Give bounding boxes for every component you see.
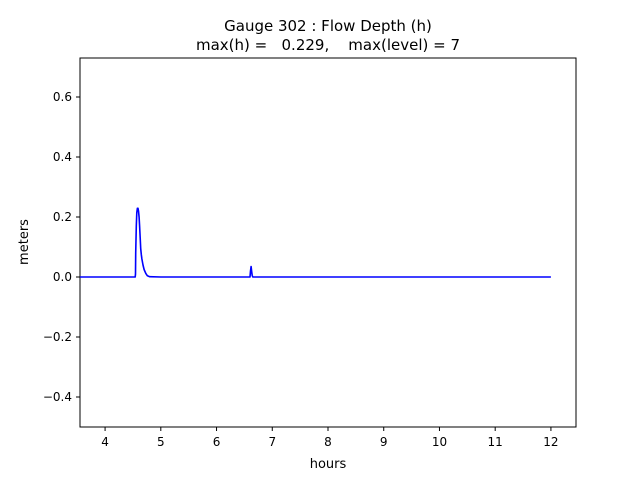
y-axis-label: meters [17, 219, 32, 265]
x-tick-label: 8 [324, 435, 332, 449]
x-tick-label: 5 [157, 435, 165, 449]
x-tick-label: 7 [268, 435, 276, 449]
y-tick-label: 0.4 [53, 150, 72, 164]
plot-frame [79, 57, 577, 428]
x-tick-label: 4 [101, 435, 109, 449]
y-tick-label: 0.2 [53, 210, 72, 224]
x-tick-label: 12 [543, 435, 558, 449]
x-tick-label: 9 [380, 435, 388, 449]
y-tick-label: −0.2 [43, 330, 72, 344]
series-layer [80, 207, 551, 278]
x-tick-label: 10 [432, 435, 447, 449]
series-line-flow-depth [80, 207, 551, 278]
chart-subtitle: max(h) = 0.229, max(level) = 7 [196, 36, 460, 54]
y-tick-label: 0.0 [53, 270, 72, 284]
x-axis-label: hours [310, 457, 347, 472]
y-tick-label: 0.6 [53, 90, 72, 104]
chart-title: Gauge 302 : Flow Depth (h) [224, 17, 432, 35]
y-tick-label: −0.4 [43, 390, 72, 404]
plot-area [79, 57, 577, 428]
x-tick-label: 11 [488, 435, 503, 449]
x-axis: 4 5 6 7 8 9 10 11 12 [101, 427, 559, 449]
y-axis: −0.4 −0.2 0.0 0.2 0.4 0.6 [43, 90, 80, 404]
x-tick-label: 6 [213, 435, 221, 449]
